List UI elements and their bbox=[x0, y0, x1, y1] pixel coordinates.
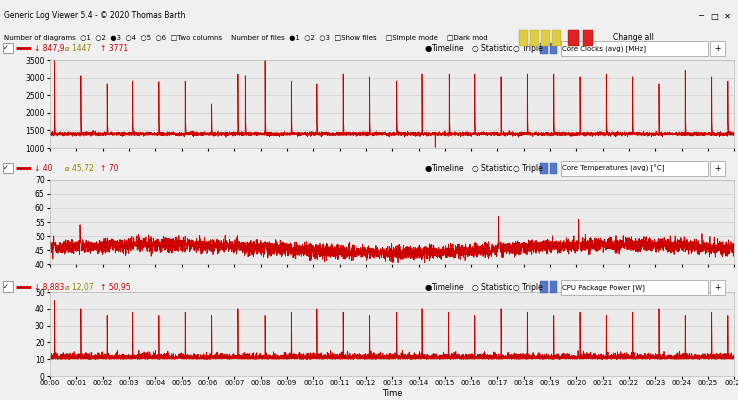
Text: Core Clocks (avg) [MHz]: Core Clocks (avg) [MHz] bbox=[562, 45, 646, 52]
Text: ↑ 3771: ↑ 3771 bbox=[100, 44, 128, 53]
Text: Core Temperatures (avg) [°C]: Core Temperatures (avg) [°C] bbox=[562, 165, 665, 172]
Text: ↑ 70: ↑ 70 bbox=[100, 164, 119, 173]
FancyBboxPatch shape bbox=[540, 282, 548, 293]
Text: Number of diagrams  ○1  ○2  ●3  ○4  ○5  ○6  □Two columns    Number of files  ●1 : Number of diagrams ○1 ○2 ●3 ○4 ○5 ○6 □Tw… bbox=[4, 35, 487, 41]
Text: Timeline: Timeline bbox=[432, 44, 464, 53]
Text: ○ Triple: ○ Triple bbox=[513, 164, 542, 173]
FancyBboxPatch shape bbox=[583, 30, 593, 46]
FancyBboxPatch shape bbox=[710, 41, 725, 56]
Text: ✓: ✓ bbox=[3, 284, 9, 290]
Text: +: + bbox=[714, 164, 721, 173]
Text: ●: ● bbox=[424, 283, 432, 292]
FancyBboxPatch shape bbox=[3, 282, 13, 292]
Text: Timeline: Timeline bbox=[432, 283, 464, 292]
Text: ●: ● bbox=[424, 44, 432, 53]
FancyBboxPatch shape bbox=[710, 280, 725, 295]
Text: +: + bbox=[714, 44, 721, 53]
Text: ✓: ✓ bbox=[3, 45, 9, 51]
Text: ⌀ 1447: ⌀ 1447 bbox=[65, 44, 92, 53]
FancyBboxPatch shape bbox=[530, 30, 539, 46]
Text: ↓ 8,883: ↓ 8,883 bbox=[34, 283, 64, 292]
FancyBboxPatch shape bbox=[561, 41, 708, 56]
Text: Generic Log Viewer 5.4 - © 2020 Thomas Barth: Generic Log Viewer 5.4 - © 2020 Thomas B… bbox=[4, 12, 185, 20]
FancyBboxPatch shape bbox=[550, 163, 557, 174]
FancyBboxPatch shape bbox=[561, 161, 708, 176]
FancyBboxPatch shape bbox=[550, 43, 557, 54]
FancyBboxPatch shape bbox=[3, 43, 13, 53]
FancyBboxPatch shape bbox=[568, 30, 579, 46]
FancyBboxPatch shape bbox=[550, 282, 557, 293]
Text: ⌀ 12,07: ⌀ 12,07 bbox=[65, 283, 94, 292]
FancyBboxPatch shape bbox=[3, 163, 13, 173]
Text: ○ Statistic: ○ Statistic bbox=[472, 164, 513, 173]
Text: □: □ bbox=[711, 12, 719, 20]
Text: +: + bbox=[714, 283, 721, 292]
FancyBboxPatch shape bbox=[561, 280, 708, 295]
Text: ○ Triple: ○ Triple bbox=[513, 44, 542, 53]
Text: ●: ● bbox=[424, 164, 432, 173]
Text: ✓: ✓ bbox=[3, 166, 9, 171]
Text: ⌀ 45,72: ⌀ 45,72 bbox=[65, 164, 94, 173]
Text: ✕: ✕ bbox=[724, 12, 731, 20]
FancyBboxPatch shape bbox=[519, 30, 528, 46]
Text: ○ Triple: ○ Triple bbox=[513, 283, 542, 292]
X-axis label: Time: Time bbox=[382, 389, 402, 398]
Text: Timeline: Timeline bbox=[432, 164, 464, 173]
FancyBboxPatch shape bbox=[710, 161, 725, 176]
Text: ↑ 50,95: ↑ 50,95 bbox=[100, 283, 131, 292]
Text: ○ Statistic: ○ Statistic bbox=[472, 44, 513, 53]
Text: ↓ 40: ↓ 40 bbox=[34, 164, 52, 173]
Text: −: − bbox=[697, 12, 704, 20]
Text: Change all: Change all bbox=[613, 33, 653, 42]
Text: CPU Package Power [W]: CPU Package Power [W] bbox=[562, 284, 645, 290]
FancyBboxPatch shape bbox=[540, 163, 548, 174]
FancyBboxPatch shape bbox=[540, 43, 548, 54]
Text: ↓ 847,9: ↓ 847,9 bbox=[34, 44, 64, 53]
FancyBboxPatch shape bbox=[552, 30, 561, 46]
FancyBboxPatch shape bbox=[541, 30, 550, 46]
Text: ○ Statistic: ○ Statistic bbox=[472, 283, 513, 292]
